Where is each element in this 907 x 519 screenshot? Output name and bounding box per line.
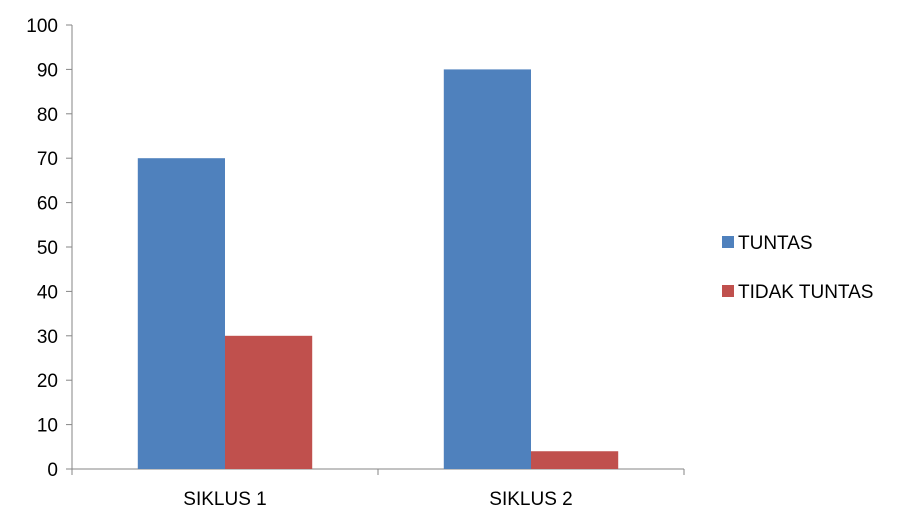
bar-tuntas-2 [443,69,531,470]
y-tick-label: 60 [37,194,58,215]
y-tick-label: 90 [37,60,58,81]
x-tick-label: SIKLUS 2 [489,489,572,510]
y-tick-label: 0 [47,460,58,481]
y-tick-label: 100 [26,16,58,37]
y-tick-label: 20 [37,371,58,392]
y-tick-label: 10 [37,416,58,437]
x-tick-label: SIKLUS 1 [183,489,266,510]
bar-tuntas-1 [137,158,225,469]
legend-label: TUNTAS [738,233,813,254]
y-tick-label: 70 [37,149,58,170]
bar-tidak-tuntas-2 [531,451,619,469]
axes: 0 10 20 30 40 50 60 70 80 90 100 SIKLUS 1 SIKLUS 2 [26,16,685,510]
legend-label: TIDAK TUNTAS [738,282,873,303]
legend: TUNTAS TIDAK TUNTAS [722,233,873,303]
y-tick-label: 40 [37,282,58,303]
bars [137,69,619,470]
legend-swatch [722,285,734,297]
y-tick-label: 80 [37,105,58,126]
bar-tidak-tuntas-1 [225,335,313,469]
legend-swatch [722,236,734,248]
y-tick-label: 30 [37,327,58,348]
y-tick-label: 50 [37,238,58,259]
